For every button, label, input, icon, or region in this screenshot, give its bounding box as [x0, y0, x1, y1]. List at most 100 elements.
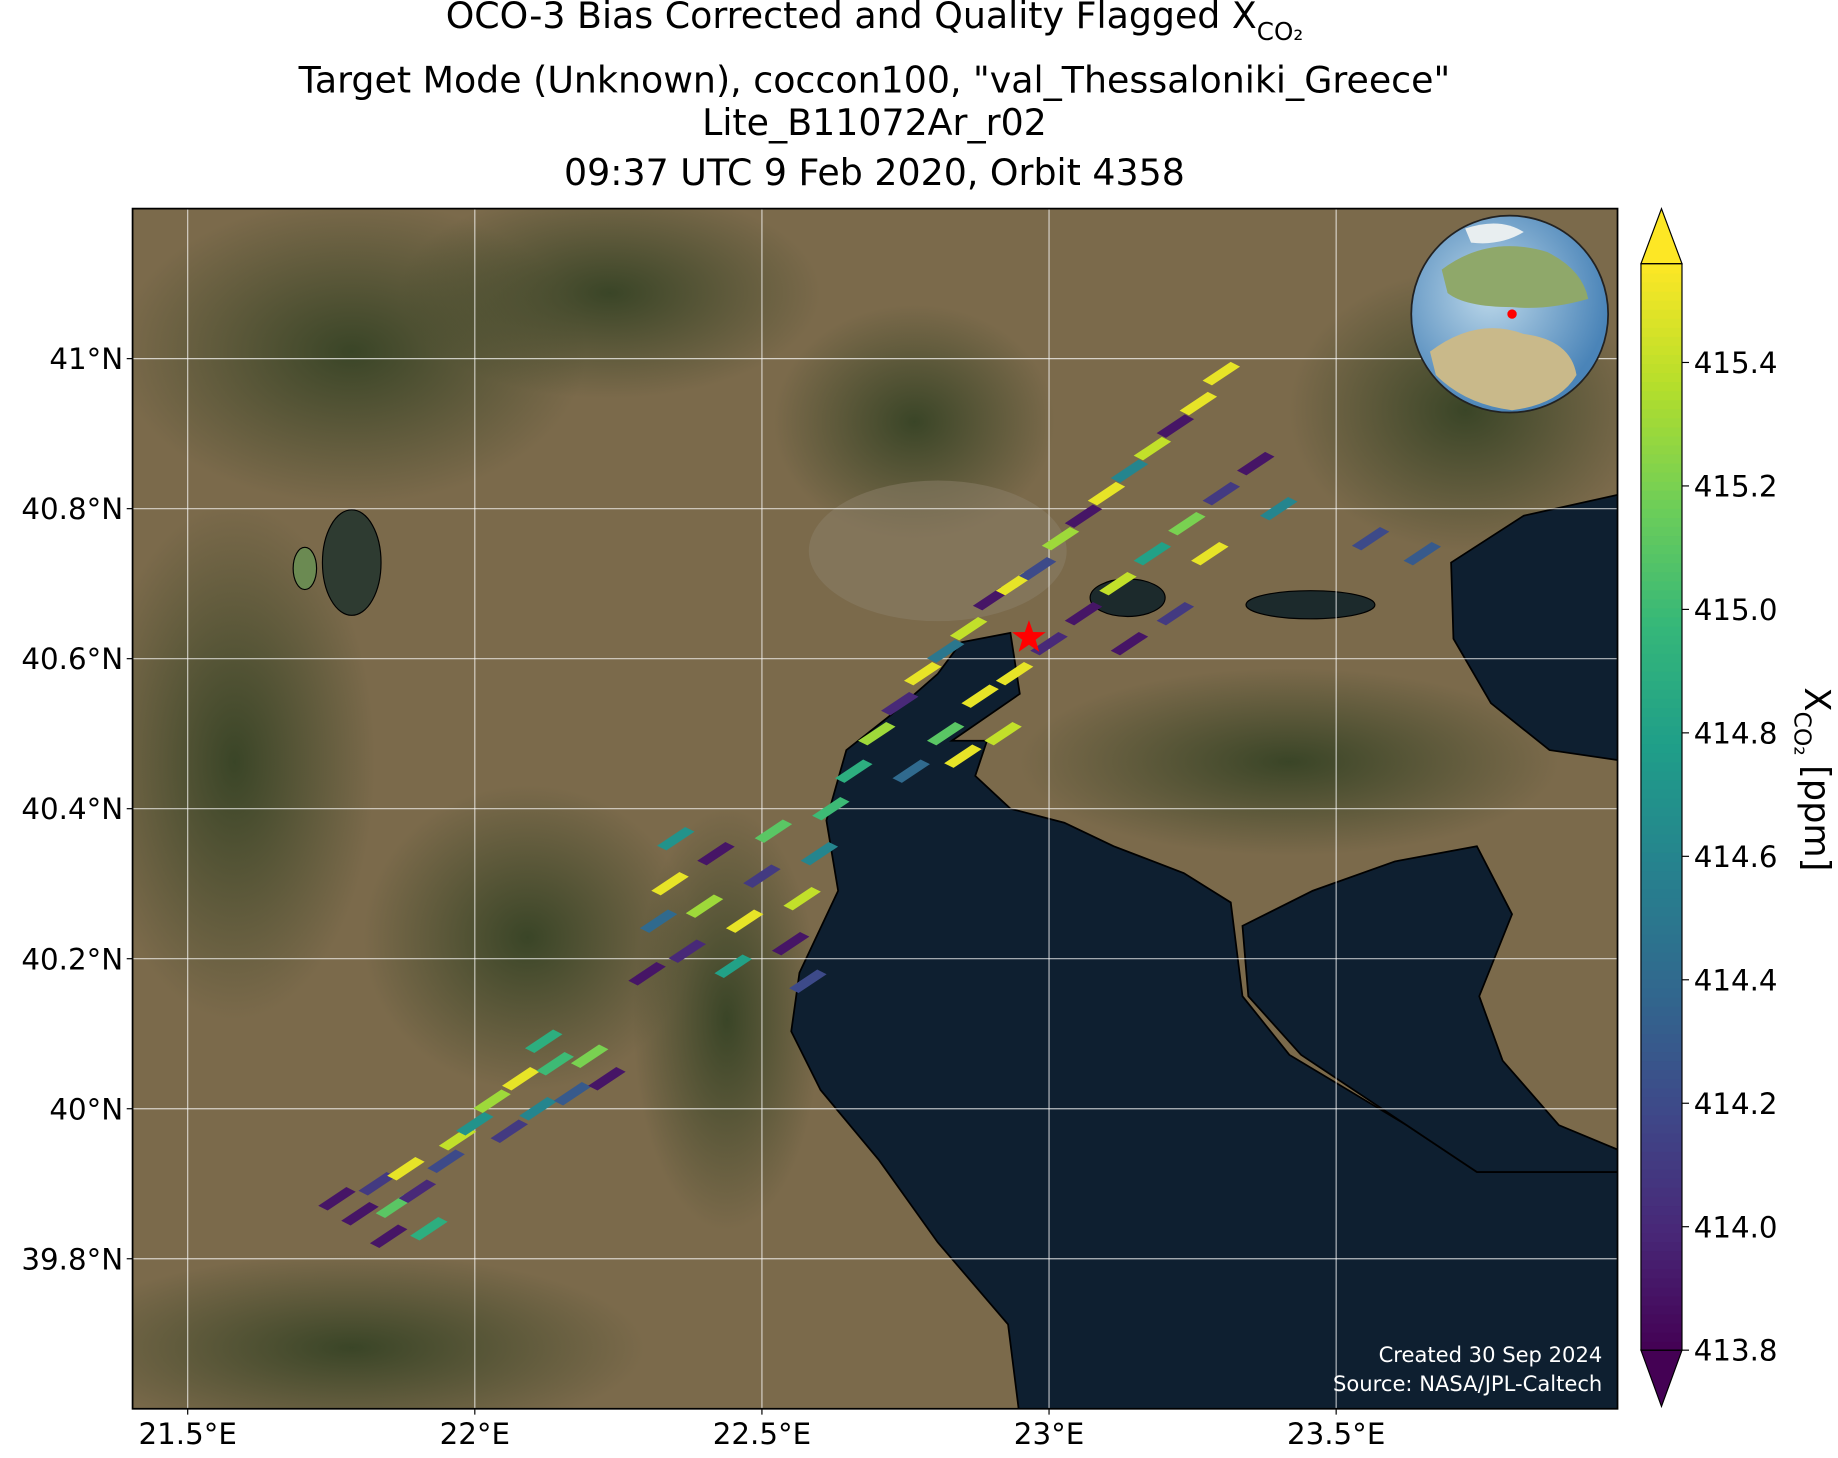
sounding [318, 1187, 356, 1211]
colorbar-step [1640, 1304, 1682, 1315]
sounding [812, 796, 850, 821]
colorbar-step [1640, 680, 1682, 690]
sounding [714, 954, 752, 978]
sounding [410, 1217, 448, 1241]
sounding [1087, 481, 1126, 506]
sounding [743, 864, 781, 888]
colorbar-step [1640, 806, 1682, 817]
colorbar-step [1640, 381, 1682, 392]
colorbar-step [1640, 843, 1682, 853]
x-tick-label: 21.5°E [139, 1417, 237, 1451]
colorbar-step [1640, 390, 1682, 401]
colorbar-step [1640, 888, 1682, 899]
colorbar-step [1640, 544, 1682, 555]
y-tick-label: 40.4°N [21, 792, 123, 826]
sounding [984, 721, 1022, 746]
sounding [1179, 391, 1218, 416]
x-tick-label: 22°E [440, 1417, 510, 1451]
sounding [944, 744, 982, 768]
colorbar-step [1640, 607, 1682, 618]
sounding [892, 759, 930, 783]
colorbar-step [1640, 1060, 1682, 1071]
colorbar-tick-label: 414.0 [1694, 1210, 1778, 1244]
colorbar-step [1640, 1078, 1682, 1089]
sounding [1030, 631, 1068, 656]
sounding [651, 871, 689, 896]
sounding [858, 721, 896, 746]
colorbar-step [1640, 788, 1682, 799]
colorbar-step [1640, 508, 1682, 518]
colorbar-step [1640, 1214, 1682, 1225]
colorbar-subscript: CO₂ [1789, 711, 1817, 755]
sounding [1202, 481, 1241, 506]
sounding [1168, 511, 1206, 536]
colorbar-step [1640, 815, 1682, 826]
colorbar-step [1640, 1268, 1682, 1279]
y-tick-label: 40.2°N [21, 942, 123, 976]
colorbar-extend [1640, 206, 1683, 265]
sounding [1237, 451, 1275, 476]
colorbar-step [1640, 462, 1682, 473]
colorbar-step [1640, 517, 1682, 527]
colorbar-step [1640, 1123, 1682, 1134]
colorbar-step [1640, 616, 1682, 627]
colorbar-step [1640, 580, 1682, 591]
y-tick-label: 39.8°N [21, 1242, 123, 1276]
lake [292, 546, 318, 591]
sounding [1064, 601, 1103, 626]
colorbar-step [1640, 399, 1682, 410]
colorbar-step [1640, 897, 1682, 908]
sounding [771, 931, 810, 956]
colorbar: 413.8 414.0 414.2 414.4 414.6 414.8 415.0 415.2… [1640, 206, 1778, 1409]
colorbar-step [1640, 797, 1682, 808]
colorbar-step [1640, 1105, 1682, 1116]
colorbar-step [1640, 453, 1682, 464]
sounding [1018, 556, 1057, 581]
colorbar-tick-label: 413.8 [1694, 1334, 1778, 1368]
lake [1245, 590, 1376, 620]
colorbar-step [1640, 526, 1682, 537]
sounding [949, 616, 988, 641]
sounding [524, 1029, 563, 1053]
colorbar-step [1640, 1232, 1682, 1243]
colorbar-tick-label: 415.2 [1694, 469, 1778, 503]
y-tick-label: 41°N [49, 342, 123, 376]
colorbar-step [1640, 1169, 1682, 1179]
sounding [358, 1172, 396, 1196]
colorbar-step [1640, 653, 1682, 663]
colorbar-step [1640, 924, 1682, 935]
sounding [1351, 526, 1390, 551]
y-tick-label: 40.8°N [21, 492, 123, 526]
colorbar-step [1640, 960, 1682, 971]
y-tick-label: 40°N [49, 1092, 123, 1126]
colorbar-step [1640, 1132, 1682, 1143]
sounding [628, 961, 666, 986]
colorbar-step [1640, 1313, 1682, 1324]
colorbar-step [1640, 1259, 1682, 1270]
colorbar-step [1640, 1051, 1682, 1062]
colorbar-symbol: X [1796, 687, 1837, 711]
x-tick-label: 22.5°E [713, 1417, 811, 1451]
colorbar-step [1640, 689, 1682, 699]
colorbar-step [1640, 770, 1682, 781]
colorbar-step [1640, 1223, 1682, 1234]
sounding [1110, 459, 1149, 483]
colorbar-step [1640, 1024, 1682, 1034]
sounding [668, 939, 707, 963]
colorbar-step [1640, 779, 1682, 790]
colorbar-step [1640, 716, 1682, 727]
colorbar-step [1640, 1087, 1682, 1098]
colorbar-step [1640, 1178, 1682, 1188]
colorbar-step [1640, 1286, 1682, 1297]
colorbar-step [1640, 571, 1682, 582]
sounding [1259, 496, 1298, 521]
sounding [1110, 631, 1149, 656]
colorbar-step [1640, 1205, 1682, 1216]
colorbar-frame [1640, 263, 1683, 1351]
sounding [387, 1157, 425, 1181]
colorbar-step [1640, 933, 1682, 944]
colorbar-step [1640, 1241, 1682, 1252]
colorbar-step [1640, 480, 1682, 491]
sounding [880, 691, 919, 716]
